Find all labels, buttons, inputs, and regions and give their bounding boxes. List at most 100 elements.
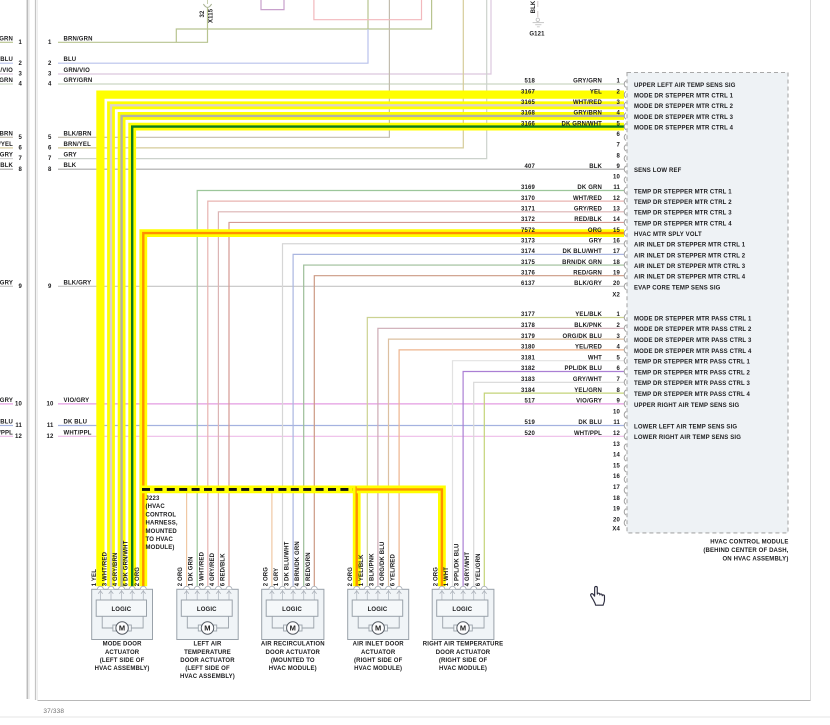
svg-text:(RIGHT SIDE OF: (RIGHT SIDE OF — [439, 658, 488, 664]
svg-text:MODE DR STEPPER MTR CTRL 4: MODE DR STEPPER MTR CTRL 4 — [634, 126, 734, 132]
svg-text:4 ORG/DK BLU: 4 ORG/DK BLU — [380, 541, 386, 586]
svg-text:517: 517 — [525, 399, 536, 405]
svg-text:3173: 3173 — [521, 238, 535, 244]
svg-text:1 WHT: 1 WHT — [444, 567, 450, 587]
svg-text:BLK/GRY: BLK/GRY — [64, 280, 92, 286]
svg-text:3: 3 — [617, 334, 621, 340]
svg-text:10: 10 — [47, 402, 54, 408]
svg-text:DK GRN: DK GRN — [577, 185, 602, 191]
svg-text:10: 10 — [613, 409, 620, 415]
svg-text:GRN/VIO: GRN/VIO — [64, 68, 91, 74]
svg-text:11: 11 — [613, 420, 620, 426]
svg-text:YEL: YEL — [590, 89, 602, 95]
svg-text:6: 6 — [19, 146, 23, 152]
svg-text:12: 12 — [47, 434, 54, 440]
svg-text:2 ORG: 2 ORG — [178, 567, 184, 587]
svg-text:WHT/PPL: WHT/PPL — [574, 431, 602, 437]
svg-text:HARNESS,: HARNESS, — [146, 521, 178, 527]
svg-text:WHT/RED: WHT/RED — [573, 100, 603, 106]
svg-text:TEMP DR STEPPER MTR CTRL 4: TEMP DR STEPPER MTR CTRL 4 — [634, 221, 732, 227]
svg-text:HVAC MODULE): HVAC MODULE) — [354, 666, 402, 672]
svg-text:ORG: ORG — [588, 228, 602, 234]
svg-text:(BEHIND CENTER OF DASH,: (BEHIND CENTER OF DASH, — [703, 548, 788, 554]
svg-text:SENS LOW REF: SENS LOW REF — [634, 168, 682, 174]
svg-text:7: 7 — [617, 377, 621, 383]
svg-text:9: 9 — [48, 284, 52, 290]
svg-text:(HVAC: (HVAC — [146, 504, 166, 510]
svg-text:10: 10 — [613, 175, 620, 181]
svg-text:4 GRY/WHT: 4 GRY/WHT — [465, 552, 471, 587]
svg-text:3 DK BLU/WHT: 3 DK BLU/WHT — [285, 541, 291, 586]
svg-text:8: 8 — [19, 167, 23, 173]
svg-text:6 YEL/RED: 6 YEL/RED — [391, 554, 397, 587]
svg-text:(MOUNTED TO: (MOUNTED TO — [271, 658, 315, 664]
svg-text:6 RED/GRN: 6 RED/GRN — [306, 552, 312, 586]
svg-text:GRY/GRN: GRY/GRN — [573, 79, 602, 85]
svg-text:LOWER LEFT AIR TEMP SENS SIG: LOWER LEFT AIR TEMP SENS SIG — [634, 424, 737, 430]
svg-text:6: 6 — [617, 366, 621, 372]
svg-text:8: 8 — [48, 167, 52, 173]
svg-text:20: 20 — [613, 281, 620, 287]
svg-text:20: 20 — [613, 517, 620, 523]
svg-text:3181: 3181 — [521, 355, 535, 361]
svg-text:2: 2 — [48, 61, 52, 67]
svg-text:DK BLU/WHT: DK BLU/WHT — [563, 249, 603, 255]
svg-text:BLU: BLU — [64, 57, 77, 63]
svg-text:MODE DR STEPPER MTR PASS CTRL: MODE DR STEPPER MTR PASS CTRL 2 — [634, 327, 752, 333]
svg-text:HVAC MODULE): HVAC MODULE) — [269, 666, 317, 672]
svg-text:LOGIC: LOGIC — [111, 607, 131, 613]
svg-text:3 PPL/DK BLU: 3 PPL/DK BLU — [455, 543, 461, 586]
svg-text:3175: 3175 — [521, 260, 535, 266]
svg-text:12: 12 — [613, 431, 620, 437]
svg-text:DOOR ACTUATOR: DOOR ACTUATOR — [436, 650, 491, 656]
svg-text:GRY/GRN: GRY/GRN — [64, 78, 93, 84]
svg-text:3167: 3167 — [521, 89, 535, 95]
svg-text:7: 7 — [617, 143, 621, 149]
svg-text:DOOR ACTUATOR: DOOR ACTUATOR — [266, 650, 321, 656]
svg-text:MOUNTED: MOUNTED — [146, 529, 178, 535]
svg-text:DK GRN/WHT: DK GRN/WHT — [562, 121, 603, 127]
svg-text:5: 5 — [48, 135, 52, 141]
svg-text:3166: 3166 — [521, 121, 535, 127]
svg-text:7: 7 — [48, 156, 52, 162]
svg-text:AIR RECIRCULATION: AIR RECIRCULATION — [261, 642, 325, 648]
svg-text:ORG/DK BLU: ORG/DK BLU — [563, 334, 603, 340]
svg-text:1 YEL/BLK: 1 YEL/BLK — [359, 554, 365, 586]
svg-text:407: 407 — [525, 164, 536, 170]
svg-text:X2: X2 — [612, 292, 620, 298]
svg-text:16: 16 — [613, 238, 620, 244]
svg-text:1 DK GRN: 1 DK GRN — [189, 556, 195, 586]
svg-text:15: 15 — [613, 228, 620, 234]
svg-text:TEMP DR STEPPER MTR CTRL 3: TEMP DR STEPPER MTR CTRL 3 — [634, 211, 732, 217]
svg-text:9: 9 — [617, 399, 621, 405]
svg-text:DK BLU: DK BLU — [64, 420, 88, 426]
svg-text:3172: 3172 — [521, 217, 535, 223]
svg-text:TEMP DR STEPPER MTR CTRL 2: TEMP DR STEPPER MTR CTRL 2 — [634, 200, 732, 206]
svg-text:ON HVAC ASSEMBLY): ON HVAC ASSEMBLY) — [722, 556, 788, 562]
svg-text:6: 6 — [617, 132, 621, 138]
svg-text:3174: 3174 — [521, 249, 535, 255]
svg-text:13: 13 — [613, 442, 620, 448]
svg-text:GRY/WHT: GRY/WHT — [573, 377, 602, 383]
svg-text:BLK: BLK — [0, 163, 13, 169]
svg-text:AIR INLET DOOR: AIR INLET DOOR — [353, 642, 405, 648]
svg-text:BLK/GRY: BLK/GRY — [574, 281, 602, 287]
svg-text:AIR INLET DR STEPPER MTR CTRL: AIR INLET DR STEPPER MTR CTRL 2 — [634, 253, 746, 259]
svg-text:4: 4 — [617, 345, 621, 351]
svg-text:15: 15 — [613, 463, 620, 469]
svg-text:AIR INLET DR STEPPER MTR CTRL: AIR INLET DR STEPPER MTR CTRL 4 — [634, 275, 746, 281]
svg-text:1: 1 — [617, 312, 621, 318]
svg-text:EVAP CORE TEMP SENS SIG: EVAP CORE TEMP SENS SIG — [634, 285, 721, 291]
svg-text:2: 2 — [617, 89, 621, 95]
svg-text:M: M — [375, 624, 381, 633]
svg-text:3184: 3184 — [521, 388, 535, 394]
svg-text:4: 4 — [48, 82, 52, 88]
svg-text:4: 4 — [19, 82, 23, 88]
svg-text:VIO/GRY: VIO/GRY — [576, 399, 602, 405]
svg-text:18: 18 — [613, 260, 620, 266]
svg-text:2 ORG: 2 ORG — [135, 567, 141, 587]
svg-text:12: 12 — [15, 434, 22, 440]
svg-text:3165: 3165 — [521, 100, 535, 106]
svg-text:BLK: BLK — [589, 164, 602, 170]
svg-text:11: 11 — [15, 423, 22, 429]
